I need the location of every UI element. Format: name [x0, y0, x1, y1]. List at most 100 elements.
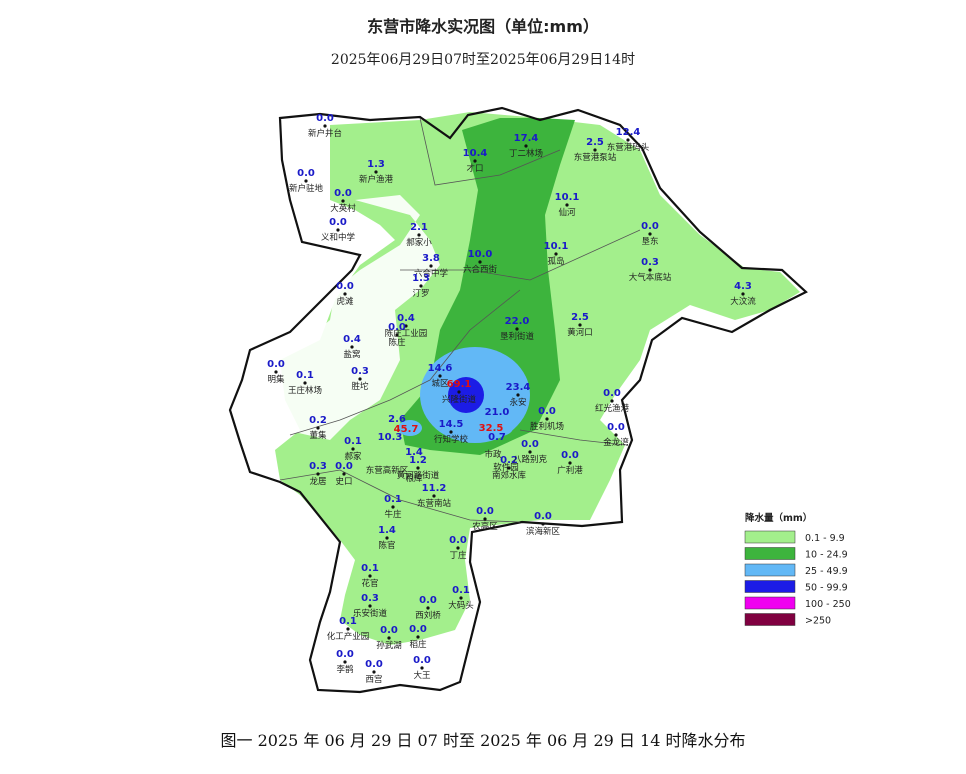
station-value: 0.2	[500, 455, 518, 466]
station-name: 垦东	[641, 236, 658, 247]
station-value: 0.0	[641, 221, 659, 232]
station-value: 0.0	[388, 322, 406, 333]
station-value: 2.5	[586, 137, 604, 148]
station-value: 0.0	[380, 625, 398, 636]
station-name: 李鹊	[336, 664, 353, 675]
station-name: 乐安街道	[353, 608, 388, 619]
station-name: 新户驻地	[289, 183, 324, 194]
station-name: 郝家小	[406, 237, 432, 248]
station-value: 0.0	[365, 659, 383, 670]
map-subtitle: 2025年06月29日07时至2025年06月29日14时	[331, 52, 635, 68]
district-line	[400, 229, 641, 281]
station-name: 丁庄	[449, 550, 467, 561]
station-dot	[316, 426, 320, 430]
station-value: 0.0	[336, 281, 354, 292]
station-name: 丁二林场	[509, 148, 543, 159]
station-name: 明集	[267, 374, 285, 385]
station-value: 12.4	[616, 127, 641, 138]
station-value: 0.0	[538, 406, 556, 417]
station-value: 11.2	[422, 483, 447, 494]
station-dot	[456, 546, 460, 550]
station-value: 0.0	[449, 535, 467, 546]
station-value: 0.1	[344, 436, 362, 447]
station-dot	[568, 461, 572, 465]
station-dot	[578, 323, 582, 327]
station-dot	[614, 433, 618, 437]
station-value: 2.5	[571, 312, 589, 323]
station-name: 大英村	[330, 203, 356, 214]
station-name: 六合西街	[463, 264, 498, 275]
station-name: 陈庄工业园	[385, 328, 428, 339]
station-value: 1.3	[412, 273, 430, 284]
station-name: 大码头	[448, 600, 474, 611]
station-dot	[420, 666, 424, 670]
station-dot	[554, 252, 558, 256]
station-dot	[473, 159, 477, 163]
station-dot	[316, 472, 320, 476]
station-dot	[368, 604, 372, 608]
legend-label: 25 - 49.9	[805, 566, 848, 577]
station-dot	[610, 399, 614, 403]
station-value: 0.2	[309, 415, 327, 426]
station-value: 0.1	[361, 563, 379, 574]
station-value: 0.4	[397, 313, 415, 324]
station-dot	[741, 292, 745, 296]
station-name: 董集	[309, 430, 327, 441]
station-name: 垦利街道	[500, 331, 535, 342]
station-value: 1.4	[378, 525, 396, 536]
station-dot	[432, 494, 436, 498]
station-name: 行知学校	[434, 434, 469, 445]
station-value: 0.0	[329, 217, 347, 228]
zone-deep	[448, 377, 484, 413]
station-name: 陈官	[378, 540, 395, 551]
station-dot	[478, 260, 482, 264]
station-value: 10.0	[468, 249, 493, 260]
station-value: 0.7	[488, 432, 506, 443]
station-dot	[416, 635, 420, 639]
station-name: 汀罗	[412, 288, 429, 299]
station-value: 0.3	[641, 257, 659, 268]
station-name: 永安	[509, 397, 526, 408]
station-value: 0.0	[476, 506, 494, 517]
station-dot	[385, 536, 389, 540]
station-name: 盐窝	[343, 349, 360, 360]
legend-swatch	[744, 580, 796, 593]
station-dot	[417, 233, 421, 237]
legend-swatch	[744, 530, 796, 544]
station-dot	[419, 284, 423, 288]
station-value: 0.0	[297, 168, 315, 179]
station-name: 东营港泵站	[574, 152, 617, 163]
district-line	[289, 289, 521, 436]
station-value: 69.1	[447, 379, 472, 390]
station-name: 东营港码头	[607, 142, 650, 153]
station-name: 黄河路街道	[397, 470, 440, 481]
district-line	[279, 469, 521, 523]
station-name: 六合中学	[414, 268, 449, 279]
station-dot	[545, 417, 549, 421]
station-dot	[528, 450, 532, 454]
place-label: 市政	[484, 449, 502, 460]
station-dot	[350, 345, 354, 349]
station-name: 化工产业园	[327, 631, 370, 642]
legend-label: 100 - 250	[805, 599, 851, 610]
station-value: 10.3	[378, 432, 403, 443]
station-name: 虎滩	[336, 296, 354, 307]
station-dot	[515, 327, 519, 331]
station-value: 0.0	[409, 624, 427, 635]
station-name: 新户井台	[308, 128, 342, 139]
station-name: 大王	[413, 670, 431, 681]
station-value: 0.0	[521, 439, 539, 450]
station-dot	[438, 374, 442, 378]
station-name: 八路别克	[513, 454, 548, 465]
station-dot	[374, 170, 378, 174]
station-value: 14.5	[439, 419, 464, 430]
legend-swatch	[744, 596, 796, 610]
station-name: 稻庄	[409, 639, 427, 650]
station-dot	[648, 232, 652, 236]
station-value: 0.0	[335, 461, 353, 472]
station-value: 0.4	[343, 334, 361, 345]
station-name: 花官	[361, 578, 378, 589]
station-dot	[626, 138, 630, 142]
station-dot	[541, 522, 545, 526]
station-value: 4.3	[734, 281, 752, 292]
